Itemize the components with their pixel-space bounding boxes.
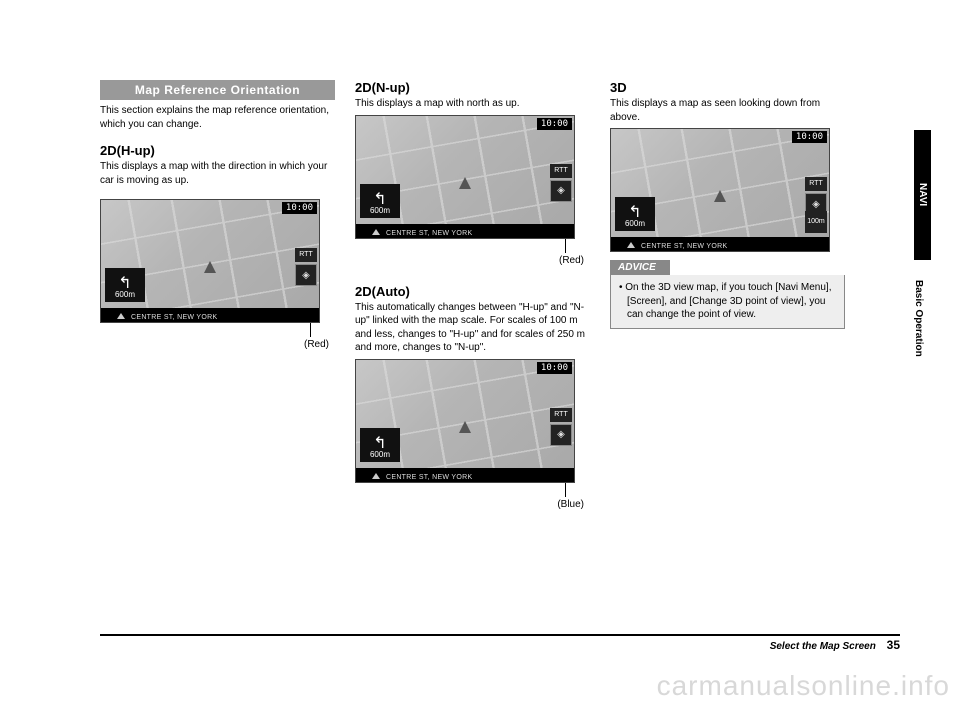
heading-2d-auto: 2D(Auto) [355, 284, 590, 299]
footer-title: Select the Map Screen [770, 641, 876, 652]
map-rtt-badge: RTT [805, 177, 827, 191]
text-2d-nup: This displays a map with north as up. [355, 97, 590, 111]
column-3: 3D This displays a map as seen looking d… [610, 80, 845, 514]
map-scale-3d: 100m [805, 211, 827, 233]
bottom-triangle-icon [117, 313, 125, 319]
advice-body: On the 3D view map, if you touch [Navi M… [610, 275, 845, 329]
map-figure-auto: 10:00 RTT ◈ ↰ 600m CENTRE ST, NEW YORK [355, 359, 575, 483]
car-marker-icon [204, 261, 216, 273]
bottom-triangle-icon [627, 242, 635, 248]
callout-hup: (Red) [100, 339, 335, 350]
intro-text: This section explains the map reference … [100, 104, 335, 131]
callout-nup: (Red) [355, 255, 590, 266]
map-rtt-badge: RTT [550, 164, 572, 178]
turn-arrow-icon: ↰ [105, 278, 145, 290]
map-street-label: CENTRE ST, NEW YORK [386, 230, 472, 237]
map-scale-box: ↰ 600m [360, 428, 400, 462]
orientation-icon: ◈ [295, 264, 317, 286]
column-2: 2D(N-up) This displays a map with north … [355, 80, 590, 514]
map-street-label: CENTRE ST, NEW YORK [386, 474, 472, 481]
map-scale-value: 600m [360, 206, 400, 215]
side-tab-navi: NAVI [914, 130, 931, 260]
bottom-triangle-icon [372, 473, 380, 479]
page-number: 35 [887, 638, 900, 652]
section-banner: Map Reference Orientation [100, 80, 335, 100]
map-rtt-badge: RTT [550, 408, 572, 422]
orientation-icon: ◈ [550, 180, 572, 202]
turn-arrow-icon: ↰ [615, 207, 655, 219]
callout-line [310, 323, 311, 337]
map-scale-value: 600m [360, 450, 400, 459]
callout-auto: (Blue) [355, 499, 590, 510]
footer: Select the Map Screen 35 [770, 638, 900, 652]
car-marker-icon [714, 190, 726, 202]
map-scale-value: 600m [615, 219, 655, 228]
map-clock: 10:00 [792, 131, 827, 143]
figure-wrap-auto: 10:00 RTT ◈ ↰ 600m CENTRE ST, NEW YORK (… [355, 359, 590, 510]
map-rtt-badge: RTT [295, 248, 317, 262]
map-figure-hup: 10:00 RTT ◈ ↰ 600m CENTRE ST, NEW YORK [100, 199, 320, 323]
car-marker-icon [459, 177, 471, 189]
bottom-triangle-icon [372, 229, 380, 235]
heading-2d-nup: 2D(N-up) [355, 80, 590, 95]
watermark: carmanualsonline.info [657, 670, 950, 702]
advice-text: On the 3D view map, if you touch [Navi M… [627, 281, 836, 322]
text-3d: This displays a map as seen looking down… [610, 97, 845, 124]
map-scale-box: ↰ 600m [105, 268, 145, 302]
figure-wrap-3d: 10:00 RTT ◈ ↰ 600m 100m CENTRE ST, NEW Y… [610, 128, 845, 252]
advice-box: ADVICE On the 3D view map, if you touch … [610, 260, 845, 329]
map-clock: 10:00 [282, 202, 317, 214]
map-street-label: CENTRE ST, NEW YORK [131, 314, 217, 321]
footer-rule [100, 634, 900, 636]
figure-wrap-nup: 10:00 RTT ◈ ↰ 600m CENTRE ST, NEW YORK (… [355, 115, 590, 266]
map-street-label: CENTRE ST, NEW YORK [641, 243, 727, 250]
map-scale-box: ↰ 600m [360, 184, 400, 218]
map-scale-box: ↰ 600m [615, 197, 655, 231]
heading-3d: 3D [610, 80, 845, 95]
map-clock: 10:00 [537, 118, 572, 130]
text-2d-hup: This displays a map with the direction i… [100, 160, 335, 187]
orientation-icon: ◈ [550, 424, 572, 446]
car-marker-icon [459, 421, 471, 433]
side-label-basic: Basic Operation [913, 280, 924, 357]
callout-line [565, 239, 566, 253]
map-scale-value: 600m [105, 290, 145, 299]
figure-wrap-hup: 10:00 RTT ◈ ↰ 600m CENTRE ST, NEW YORK (… [100, 199, 335, 350]
heading-2d-hup: 2D(H-up) [100, 143, 335, 158]
turn-arrow-icon: ↰ [360, 438, 400, 450]
advice-label: ADVICE [610, 260, 670, 275]
map-clock: 10:00 [537, 362, 572, 374]
column-1: Map Reference Orientation This section e… [100, 80, 335, 514]
callout-line [565, 483, 566, 497]
turn-arrow-icon: ↰ [360, 194, 400, 206]
text-2d-auto: This automatically changes between "H-up… [355, 301, 590, 355]
map-figure-3d: 10:00 RTT ◈ ↰ 600m 100m CENTRE ST, NEW Y… [610, 128, 830, 252]
content-columns: Map Reference Orientation This section e… [100, 80, 920, 514]
manual-page: Map Reference Orientation This section e… [0, 0, 960, 708]
map-figure-nup: 10:00 RTT ◈ ↰ 600m CENTRE ST, NEW YORK [355, 115, 575, 239]
